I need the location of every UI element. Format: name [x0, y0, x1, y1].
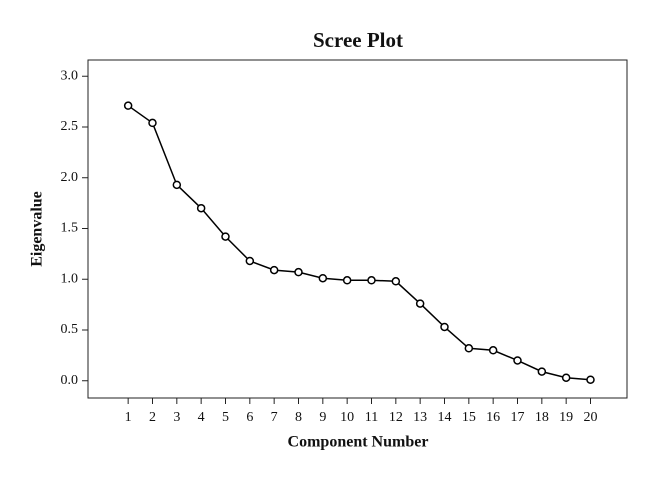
point-marker	[172, 180, 182, 190]
x-tick-label: 4	[198, 410, 205, 425]
point-marker	[586, 375, 595, 384]
point-marker	[391, 277, 401, 286]
point-marker	[367, 276, 376, 285]
point-marker	[561, 373, 571, 382]
point-marker	[148, 118, 157, 128]
point-marker	[464, 344, 474, 353]
point-marker	[488, 346, 498, 355]
x-tick-label: 12	[389, 410, 403, 425]
x-tick-label: 2	[149, 410, 156, 425]
point-marker	[318, 273, 328, 283]
x-tick-label: 9	[319, 410, 326, 425]
y-tick-label: 1.5	[61, 221, 79, 236]
x-tick-label: 3	[173, 410, 180, 425]
series-line	[127, 105, 591, 381]
point-marker	[196, 203, 206, 213]
point-marker	[537, 367, 547, 376]
x-tick-label: 17	[510, 410, 524, 425]
point-marker	[269, 265, 279, 275]
y-tick-label: 2.0	[61, 170, 79, 185]
point-marker	[123, 101, 133, 110]
chart-title: Scree Plot	[313, 28, 403, 52]
x-axis-label: Component Number	[288, 434, 429, 451]
plot-frame	[87, 59, 628, 399]
x-tick-label: 10	[340, 410, 354, 425]
point-marker	[513, 356, 522, 365]
x-tick-label: 14	[437, 410, 451, 425]
y-tick-label: 3.0	[61, 68, 79, 83]
point-marker	[294, 267, 303, 277]
point-marker	[415, 299, 425, 308]
point-marker	[245, 256, 255, 266]
x-tick-label: 7	[271, 410, 278, 425]
x-tick-label: 13	[413, 410, 427, 425]
x-tick-label: 11	[365, 410, 378, 425]
x-tick-label: 19	[559, 410, 573, 425]
point-marker	[342, 276, 352, 285]
y-tick-label: 0.0	[61, 373, 79, 388]
point-marker	[440, 322, 449, 332]
x-tick-label: 16	[486, 410, 500, 425]
y-tick-label: 1.0	[61, 271, 79, 286]
x-tick-label: 5	[222, 410, 229, 425]
x-tick-label: 6	[246, 410, 253, 425]
x-tick-label: 20	[583, 410, 597, 425]
point-marker	[221, 232, 230, 241]
x-tick-label: 1	[125, 410, 132, 425]
y-tick-label: 0.5	[61, 322, 79, 337]
x-tick-label: 15	[462, 410, 476, 425]
x-tick-label: 18	[535, 410, 549, 425]
x-tick-label: 8	[295, 410, 302, 425]
y-axis-label: Eigenvalue	[29, 191, 46, 267]
y-tick-label: 2.5	[61, 119, 79, 134]
